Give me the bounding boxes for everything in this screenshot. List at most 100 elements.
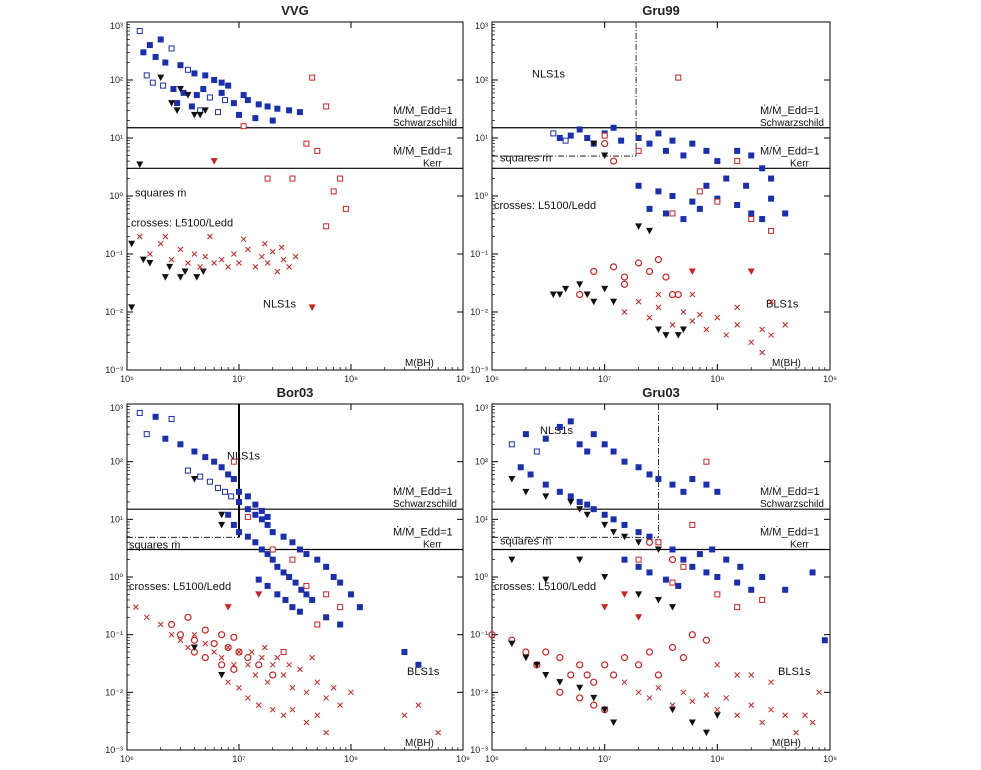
data-point-cross [225, 264, 231, 270]
y-tick-label: 10⁻¹ [470, 249, 488, 259]
data-point-circle [645, 538, 654, 546]
line-sublabel: Kerr [423, 539, 443, 550]
data-point-square [244, 97, 251, 104]
data-point-square [240, 123, 247, 130]
data-point-square [225, 511, 232, 518]
data-point-cross [759, 326, 766, 333]
x-tick-label: 10⁶ [485, 754, 499, 764]
data-point-square [748, 586, 755, 593]
data-point-cross [714, 661, 721, 668]
data-point-square [309, 596, 316, 603]
data-point-circle [556, 654, 564, 662]
data-point-triangle-down [590, 298, 598, 306]
data-point-triangle-down [508, 476, 516, 483]
line-sublabel: Kerr [423, 158, 443, 169]
data-point-cross [635, 298, 642, 305]
markers [488, 418, 828, 737]
data-point-square [269, 546, 276, 553]
data-point-square [274, 591, 281, 598]
eddington-label: Ṁ/Ṁ_Edd=1 [393, 485, 453, 498]
data-point-circle [583, 671, 591, 679]
chart-title: Gru99 [642, 3, 680, 18]
data-point-cross [816, 689, 822, 696]
eddington-label: Ṁ/Ṁ_Edd=1 [760, 104, 820, 117]
line-sublabel: Kerr [790, 158, 810, 169]
data-point-square [734, 147, 741, 154]
y-tick-label: 10¹ [475, 133, 488, 143]
data-point-cross [280, 712, 287, 719]
line-sublabel: Kerr [790, 539, 810, 550]
data-point-square [289, 556, 296, 563]
x-axis-label: M(BH) [772, 358, 801, 369]
line-sublabel: Schwarzschild [393, 499, 457, 510]
data-point-square [689, 198, 696, 205]
panel-vvg: VVG 10⁻³ 10⁻² 10⁻¹ 10⁰ 10¹ 10² 10³ 10⁶ 10⁷ 10⁸ 10⁹ M… [105, 3, 470, 384]
data-point-square [662, 210, 669, 217]
data-point-square [160, 82, 167, 89]
data-point-cross [143, 614, 150, 621]
data-point-triangle-down [679, 326, 687, 333]
data-point-triangle-down [668, 706, 676, 714]
data-point-square [289, 539, 296, 546]
data-point-cross [309, 654, 316, 661]
data-point-square [584, 448, 591, 455]
data-point-triangle-down [688, 719, 696, 726]
markers [549, 74, 789, 356]
line-sublabel: Schwarzschild [760, 499, 824, 510]
data-point-cross [401, 712, 408, 719]
data-point-triangle-down [601, 574, 609, 581]
data-point-square [680, 152, 687, 159]
data-point-square [258, 507, 265, 514]
data-point-cross [286, 264, 292, 270]
data-point-cross [252, 672, 259, 678]
data-point-triangle-down [601, 285, 609, 293]
data-point-square [177, 62, 184, 69]
data-point-circle [620, 654, 629, 662]
data-point-square [709, 546, 716, 553]
data-point-cross [714, 314, 721, 321]
data-point-cross [202, 253, 209, 260]
data-point-square [157, 36, 164, 43]
data-point-cross [435, 729, 442, 736]
y-tick-label: 10⁰ [109, 191, 123, 201]
data-point-circle [674, 290, 682, 299]
x-tick-label: 10⁸ [710, 374, 724, 384]
y-tick-label: 10⁰ [474, 572, 488, 582]
data-point-square [162, 59, 169, 66]
data-point-cross [621, 679, 628, 686]
y-tick-label: 10¹ [110, 514, 123, 524]
data-point-cross [269, 661, 276, 668]
data-point-square [323, 614, 330, 621]
data-point-triangle-down [654, 546, 662, 553]
data-point-cross [646, 695, 653, 701]
data-point-square [264, 582, 271, 589]
data-point-square [669, 210, 676, 217]
data-point-square [348, 591, 354, 598]
data-point-square [269, 117, 276, 124]
data-point-square [576, 441, 583, 448]
data-point-square [191, 70, 198, 77]
data-point-triangle-down [562, 285, 570, 293]
data-point-cross [768, 332, 774, 338]
data-point-cross [264, 260, 271, 266]
data-point-cross [689, 698, 696, 705]
data-point-square [759, 165, 766, 172]
data-point-square [768, 227, 775, 234]
data-point-cross [245, 695, 251, 701]
data-point-square [168, 415, 175, 422]
y-tick-label: 10² [475, 457, 488, 467]
data-point-square [723, 556, 730, 563]
data-point-cross [197, 264, 204, 270]
data-point-square [280, 569, 287, 576]
data-point-circle [542, 648, 550, 656]
data-point-cross [697, 311, 703, 318]
data-point-triangle-down [610, 298, 618, 306]
data-point-square [323, 223, 330, 230]
data-point-square [584, 501, 591, 508]
data-point-cross [269, 706, 276, 713]
data-point-cross [274, 268, 281, 275]
data-point-square [635, 182, 642, 189]
data-point-cross [689, 291, 696, 298]
data-point-square [258, 516, 265, 523]
annotation: BLS1s [766, 298, 799, 310]
